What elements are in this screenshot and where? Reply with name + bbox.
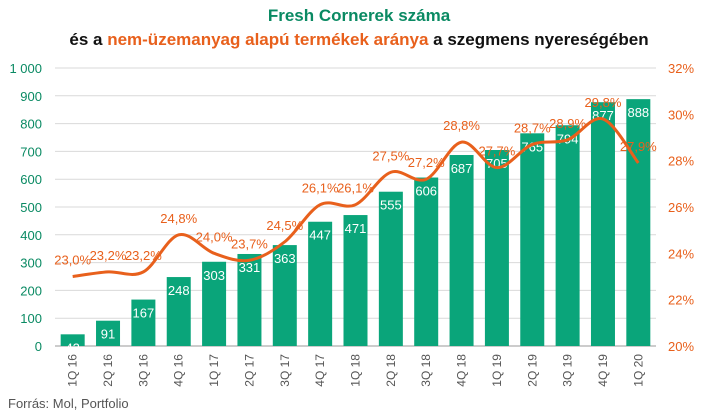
line-series [72, 117, 640, 278]
right-tick-label: 22% [668, 293, 694, 308]
left-tick-label: 500 [20, 200, 42, 215]
line-value-label: 28,8% [443, 118, 480, 133]
line-value-label: 28,9% [549, 116, 586, 131]
bar [555, 125, 580, 346]
bar [131, 299, 156, 346]
bar-value-label: 303 [203, 268, 225, 283]
line-value-label: 24,8% [160, 211, 197, 226]
bars [60, 99, 651, 346]
bar [202, 261, 227, 346]
line-value-label: 23,2% [90, 248, 127, 263]
line-labels: 23,0%23,2%23,2%24,8%24,0%23,7%24,5%26,1%… [54, 95, 657, 268]
bar [308, 221, 333, 346]
line-value-label: 28,7% [514, 120, 551, 135]
line-value-label: 26,1% [337, 181, 374, 196]
x-tick-label: 2Q 17 [242, 354, 256, 387]
left-tick-label: 600 [20, 172, 42, 187]
bar-value-label: 471 [345, 221, 367, 236]
bar [520, 133, 545, 346]
bar [590, 102, 615, 346]
source-note: Forrás: Mol, Portfolio [8, 396, 129, 411]
x-axis-ticks: 1Q 16 2Q 16 3Q 16 4Q 16 1Q 17 2Q 17 3Q 17 4Q 17… [66, 354, 646, 387]
bar [484, 150, 509, 346]
right-tick-label: 30% [668, 107, 694, 122]
bar-value-label: 606 [415, 184, 437, 199]
bar [60, 334, 85, 346]
line-value-label: 23,7% [231, 236, 268, 251]
right-tick-label: 28% [668, 154, 694, 169]
share-line [72, 117, 640, 278]
left-tick-label: 200 [20, 283, 42, 298]
bar [414, 177, 439, 346]
left-tick-label: 700 [20, 144, 42, 159]
bar-value-label: 363 [274, 251, 296, 266]
right-tick-label: 20% [668, 339, 694, 354]
right-axis-ticks: 20% 22% 24% 26% 28% 30% 32% [668, 61, 694, 354]
chart-subtitle: és a nem-üzemanyag alapú termékek aránya… [0, 30, 718, 50]
subtitle-highlight: nem-üzemanyag alapú termékek aránya [107, 30, 429, 49]
x-tick-label: 3Q 18 [419, 354, 433, 387]
bar [378, 191, 403, 346]
bar [449, 155, 474, 346]
line-value-label: 23,2% [125, 248, 162, 263]
bar-value-label: 248 [168, 283, 190, 298]
line-value-label: 27,2% [408, 155, 445, 170]
bar [166, 277, 191, 346]
bar-value-label: 888 [627, 105, 649, 120]
line-value-label: 26,1% [302, 181, 339, 196]
x-tick-label: 2Q 16 [101, 354, 115, 387]
x-tick-label: 4Q 18 [455, 354, 469, 387]
x-tick-label: 4Q 16 [172, 354, 186, 387]
line-value-label: 27,9% [620, 139, 657, 154]
subtitle-part-3: a szegmens nyereségében [428, 30, 649, 49]
bar-value-label: 91 [101, 327, 115, 342]
x-tick-label: 3Q 17 [278, 354, 292, 387]
x-tick-label: 1Q 16 [66, 354, 80, 387]
bar-value-label: 42 [65, 340, 79, 355]
x-tick-label: 3Q 19 [561, 354, 575, 387]
x-tick-label: 1Q 18 [349, 354, 363, 387]
line-value-label: 24,0% [196, 229, 233, 244]
bar-value-label: 167 [133, 306, 155, 321]
line-value-label: 27,7% [478, 144, 515, 159]
x-tick-label: 3Q 16 [136, 354, 150, 387]
bar-value-label: 331 [239, 260, 261, 275]
x-tick-label: 1Q 19 [490, 354, 504, 387]
x-tick-label: 2Q 18 [384, 354, 398, 387]
line-value-label: 27,5% [372, 148, 409, 163]
bar-value-label: 687 [451, 161, 473, 176]
bar [237, 253, 262, 346]
bar-value-label: 555 [380, 198, 402, 213]
x-tick-label: 2Q 19 [525, 354, 539, 387]
x-tick-label: 1Q 17 [207, 354, 221, 387]
bar [626, 99, 651, 346]
x-tick-label: 4Q 17 [313, 354, 327, 387]
subtitle-part-1: és a [69, 30, 108, 49]
x-tick-label: 1Q 20 [631, 354, 645, 387]
bar [272, 245, 297, 346]
bar [343, 215, 368, 346]
left-tick-label: 900 [20, 89, 42, 104]
bar [96, 320, 121, 346]
left-tick-label: 800 [20, 117, 42, 132]
bar-value-label: 447 [309, 228, 331, 243]
left-tick-label: 100 [20, 311, 42, 326]
chart-title: Fresh Cornerek száma [267, 6, 451, 25]
left-tick-label: 0 [35, 339, 42, 354]
right-tick-label: 32% [668, 61, 694, 76]
line-value-label: 24,5% [266, 218, 303, 233]
left-tick-label: 1 000 [9, 61, 42, 76]
left-tick-label: 400 [20, 228, 42, 243]
left-axis-ticks: 0 100 200 300 400 500 600 700 800 900 1 000 [9, 61, 42, 354]
line-value-label: 29,8% [585, 95, 622, 110]
right-tick-label: 24% [668, 246, 694, 261]
left-tick-label: 300 [20, 256, 42, 271]
x-tick-label: 4Q 19 [596, 354, 610, 387]
right-tick-label: 26% [668, 200, 694, 215]
line-value-label: 23,0% [54, 253, 91, 268]
